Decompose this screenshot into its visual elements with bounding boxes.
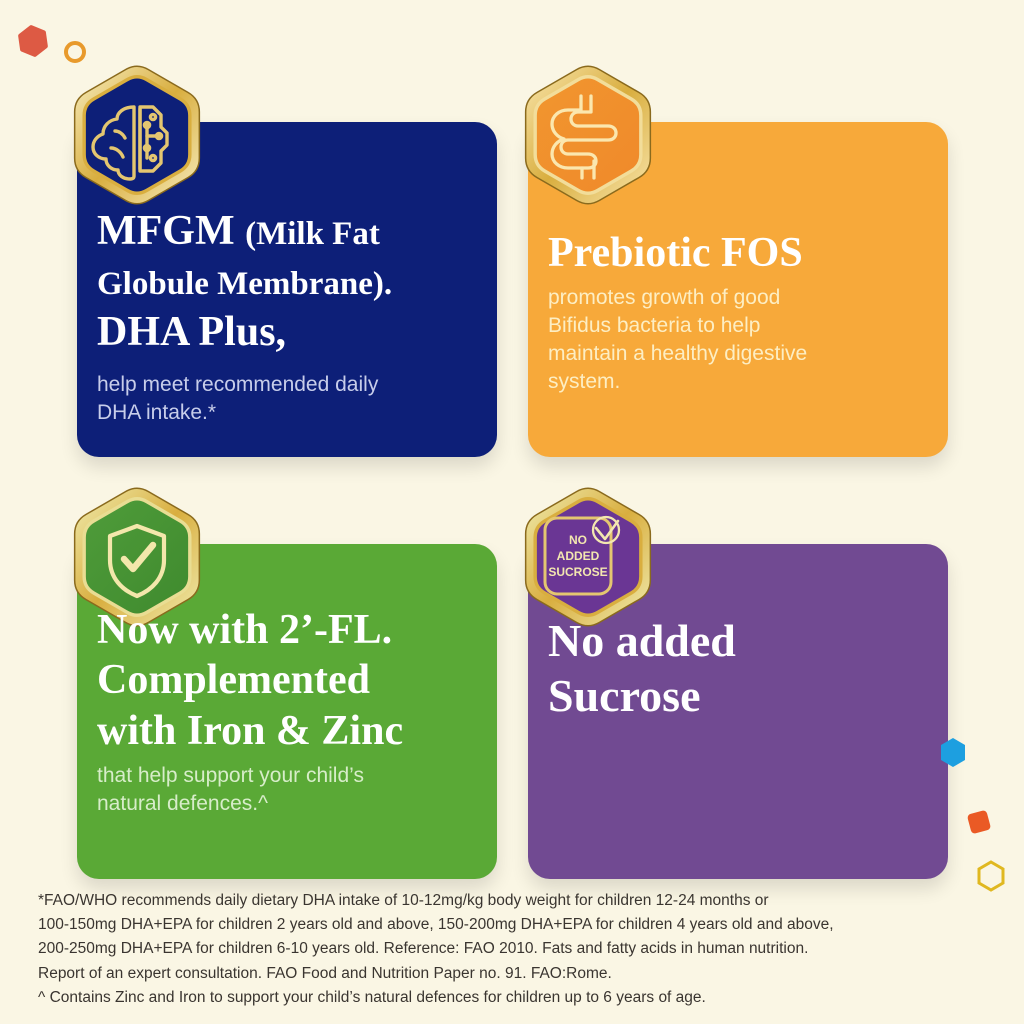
- svg-text:SUCROSE: SUCROSE: [548, 565, 607, 579]
- svg-text:ADDED: ADDED: [557, 549, 600, 563]
- svg-text:NO: NO: [569, 533, 587, 547]
